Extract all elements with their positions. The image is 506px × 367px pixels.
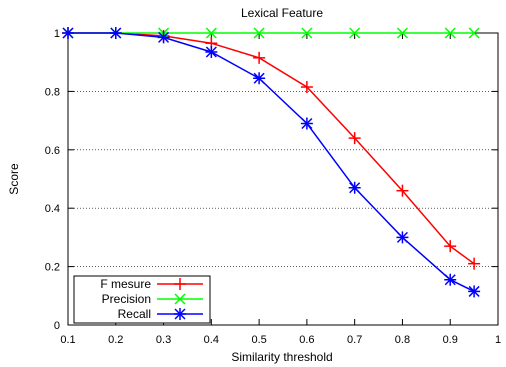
- data-point-f-mesure: [468, 257, 481, 270]
- legend-swatch-marker: [174, 308, 186, 320]
- y-tick-label: 0.2: [45, 262, 60, 274]
- series-f-mesure: [62, 27, 481, 270]
- data-point-precision: [396, 27, 408, 39]
- legend-item-recall: Recall: [118, 307, 203, 321]
- x-tick-label: 0.7: [347, 334, 362, 346]
- legend-swatch-marker: [174, 278, 186, 290]
- data-point-precision: [253, 27, 265, 39]
- x-tick-label: 1: [495, 334, 501, 346]
- x-tick-label: 0.4: [204, 334, 219, 346]
- y-tick-label: 0.6: [45, 145, 60, 157]
- axis-ticks: 0 0.2 0.4 0.6 0.8 1 0.1 0.2 0.3 0.4 0.5 0.6 0.7 0.8 0.…: [45, 28, 501, 346]
- data-point-precision: [444, 27, 456, 39]
- data-point-precision: [468, 27, 480, 39]
- data-point-recall: [253, 72, 266, 85]
- x-tick-label: 0.8: [395, 334, 410, 346]
- series-precision: [62, 27, 480, 39]
- data-point-precision: [349, 27, 361, 39]
- data-point-recall: [300, 117, 313, 130]
- x-tick-label: 0.5: [251, 334, 266, 346]
- data-point-recall: [62, 27, 74, 39]
- series-line-f-mesure: [68, 32, 475, 265]
- data-point-precision: [205, 27, 217, 39]
- data-point-f-mesure: [444, 240, 457, 253]
- series-layer: [62, 27, 481, 298]
- legend-label: Recall: [118, 307, 151, 321]
- x-tick-label: 0.3: [156, 334, 171, 346]
- x-tick-label: 0.1: [60, 334, 75, 346]
- data-point-recall: [444, 273, 457, 286]
- legend-item-precision: Precision: [102, 292, 203, 306]
- chart-title: Lexical Feature: [241, 6, 323, 20]
- data-point-f-mesure: [253, 51, 266, 64]
- data-point-recall: [348, 181, 361, 194]
- data-point-recall: [468, 285, 481, 298]
- data-point-f-mesure: [396, 184, 409, 197]
- y-tick-label: 1: [54, 28, 60, 40]
- data-point-precision: [301, 27, 313, 39]
- legend-item-f-mesure: F mesure: [100, 277, 203, 291]
- data-point-recall: [205, 45, 218, 58]
- data-point-f-mesure: [300, 81, 313, 94]
- y-tick-label: 0: [54, 320, 60, 332]
- x-tick-label: 0.2: [108, 334, 123, 346]
- series-recall: [62, 27, 481, 298]
- y-tick-label: 0.4: [45, 203, 60, 215]
- x-tick-label: 0.9: [443, 334, 458, 346]
- legend-swatch-marker: [174, 293, 186, 305]
- legend-label: Precision: [102, 292, 151, 306]
- data-point-recall: [396, 231, 409, 244]
- grid-lines: [68, 91, 498, 267]
- data-point-recall: [157, 31, 170, 44]
- y-axis-title: Score: [7, 163, 21, 195]
- y-tick-label: 0.8: [45, 86, 60, 98]
- series-line-recall: [68, 32, 475, 293]
- data-point-f-mesure: [348, 132, 361, 145]
- x-axis-title: Similarity threshold: [231, 350, 332, 364]
- data-point-recall: [109, 27, 122, 39]
- x-tick-label: 0.6: [299, 334, 314, 346]
- legend-label: F mesure: [100, 277, 151, 291]
